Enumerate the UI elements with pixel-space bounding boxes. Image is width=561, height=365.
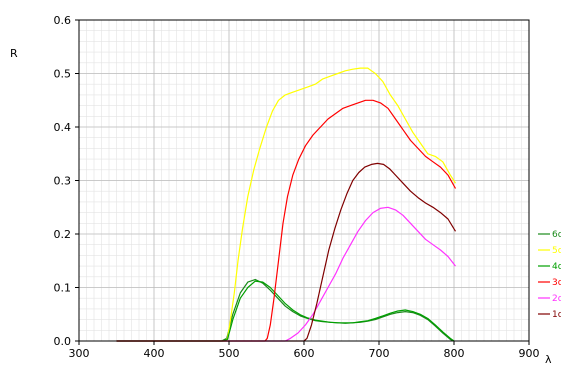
- x-tick-label: 300: [69, 347, 90, 360]
- series-line-1c: [116, 162, 457, 342]
- legend-label-6c: 6c: [552, 230, 561, 240]
- y-tick-label: 0.5: [54, 68, 72, 81]
- y-tick-label: 0.1: [54, 282, 72, 295]
- y-tick-label: 0.0: [54, 335, 72, 348]
- y-tick-label: 0.3: [54, 175, 72, 188]
- y-tick-label: 0.6: [54, 14, 72, 27]
- series-line-3c: [116, 99, 457, 342]
- x-tick-label: 500: [219, 347, 240, 360]
- y-axis-title: R: [10, 47, 18, 60]
- y-tick-label: 0.4: [54, 121, 72, 134]
- x-tick-label: 600: [294, 347, 315, 360]
- legend-label-3c: 3c: [552, 278, 561, 288]
- legend-label-2c: 2c: [552, 294, 561, 304]
- legend-label-4c: 4c: [552, 262, 561, 272]
- x-tick-label: 900: [519, 347, 540, 360]
- x-tick-label: 800: [444, 347, 465, 360]
- series-line-5c: [116, 67, 457, 342]
- y-tick-label: 0.2: [54, 228, 72, 241]
- legend-label-1c: 1c: [552, 310, 561, 320]
- x-tick-label: 700: [369, 347, 390, 360]
- series-line-4c: [116, 280, 455, 342]
- legend-label-5c: 5c: [552, 246, 561, 256]
- x-tick-label: 400: [144, 347, 165, 360]
- axes: [75, 19, 530, 345]
- legend: 6c 5c 4c 3c 2c 1c: [538, 230, 561, 320]
- series-layer: [116, 67, 457, 342]
- series-line-2c: [116, 206, 456, 342]
- x-tick-labels: 300 400 500 600 700 800 900: [69, 347, 540, 360]
- y-tick-labels: 0.0 0.1 0.2 0.3 0.4 0.5 0.6: [54, 14, 72, 348]
- x-axis-title: λ: [545, 353, 552, 365]
